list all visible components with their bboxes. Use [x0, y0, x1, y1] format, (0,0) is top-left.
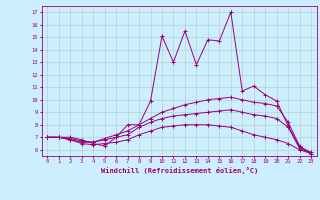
X-axis label: Windchill (Refroidissement éolien,°C): Windchill (Refroidissement éolien,°C) — [100, 167, 258, 174]
